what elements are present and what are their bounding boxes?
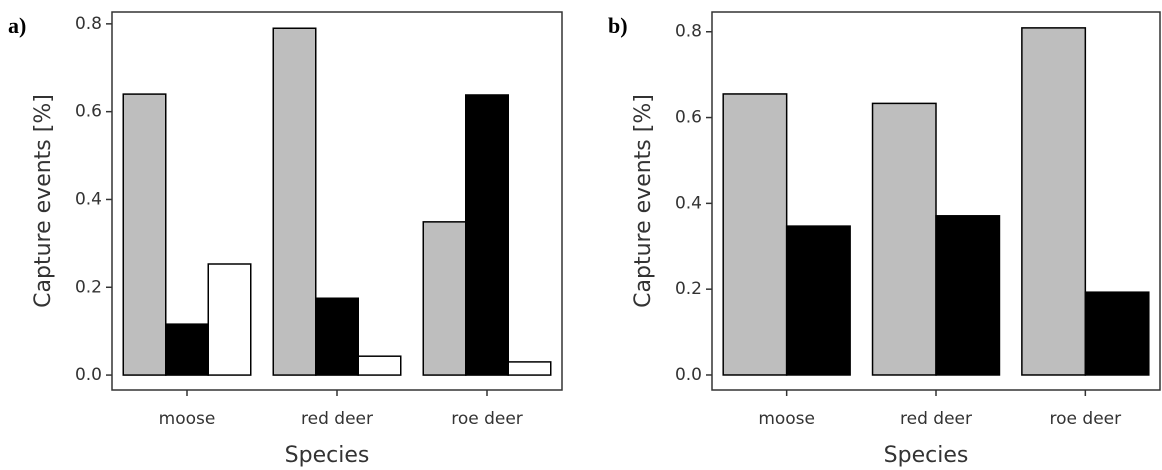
bar bbox=[465, 94, 509, 376]
bar bbox=[935, 215, 1001, 376]
plot-border bbox=[711, 11, 1161, 391]
x-tick-label: moose bbox=[159, 409, 216, 429]
y-tick-label: 0.0 bbox=[75, 365, 102, 385]
bar bbox=[315, 297, 359, 376]
bar bbox=[507, 361, 552, 376]
plot-border bbox=[111, 11, 563, 391]
panel-label: b) bbox=[608, 13, 628, 38]
x-tick-label: moose bbox=[758, 409, 815, 429]
y-tick-label: 0.6 bbox=[675, 108, 702, 128]
x-tick-label: roe deer bbox=[1050, 409, 1122, 429]
bar bbox=[272, 27, 317, 376]
x-tick-label: roe deer bbox=[451, 409, 523, 429]
y-tick-label: 0.0 bbox=[675, 365, 702, 385]
y-tick-label: 0.2 bbox=[675, 279, 702, 299]
x-tick-label: red deer bbox=[900, 409, 972, 429]
y-axis-title: Capture events [%] bbox=[631, 94, 656, 308]
y-tick-label: 0.2 bbox=[75, 277, 102, 297]
bar bbox=[871, 102, 937, 376]
bar bbox=[207, 263, 252, 376]
y-tick-label: 0.4 bbox=[75, 189, 102, 209]
bar bbox=[357, 355, 402, 376]
y-axis-title: Capture events [%] bbox=[31, 94, 56, 308]
bar bbox=[1021, 27, 1087, 376]
x-axis-title: Species bbox=[285, 443, 370, 468]
y-tick-label: 0.8 bbox=[675, 22, 702, 42]
bar bbox=[165, 323, 209, 376]
bar bbox=[422, 221, 467, 376]
bar bbox=[1084, 291, 1150, 376]
y-tick-label: 0.6 bbox=[75, 102, 102, 122]
x-tick-label: red deer bbox=[301, 409, 373, 429]
x-axis-title: Species bbox=[884, 443, 969, 468]
bar bbox=[122, 93, 167, 376]
y-tick-label: 0.8 bbox=[75, 14, 102, 34]
bar bbox=[785, 225, 851, 376]
bar bbox=[722, 93, 788, 376]
y-tick-label: 0.4 bbox=[675, 193, 702, 213]
panel-label: a) bbox=[8, 13, 26, 38]
